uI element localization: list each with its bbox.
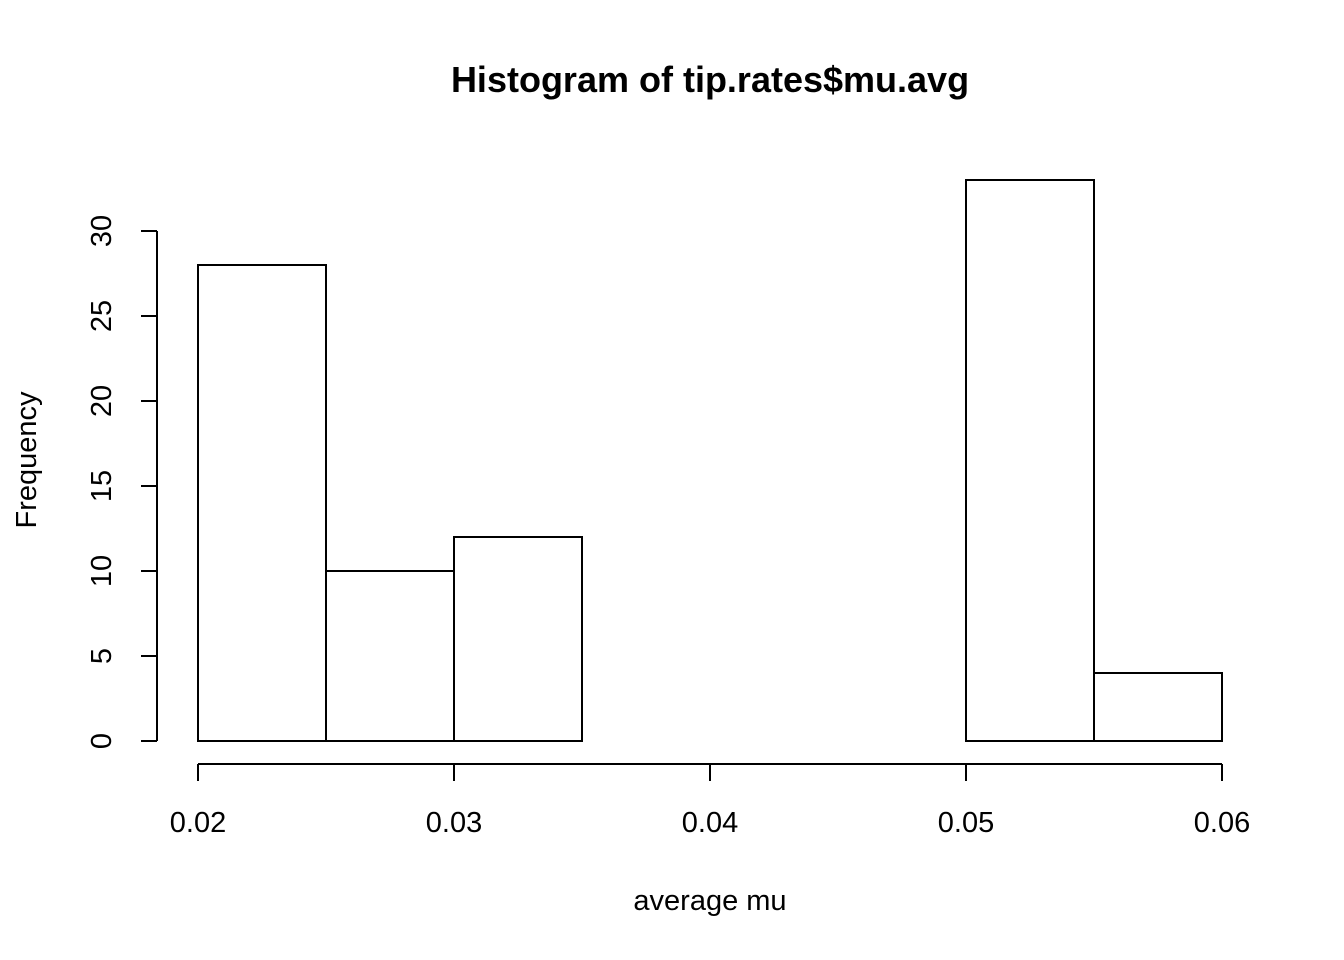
y-tick-label-2: 10: [86, 555, 118, 587]
x-tick-label-4: 0.06: [1194, 807, 1250, 839]
y-axis: 0 5 10 15 20 25 30: [86, 215, 158, 749]
y-tick-label-4: 20: [86, 385, 118, 417]
bar-0: [197, 264, 327, 742]
x-tick-label-0: 0.02: [170, 807, 226, 839]
y-tick-label-0: 0: [86, 733, 118, 749]
x-tick-label-3: 0.05: [938, 807, 994, 839]
chart-title: Histogram of tip.rates$mu.avg: [451, 59, 969, 100]
y-tick-label-3: 15: [86, 470, 118, 502]
bars-group: [197, 179, 1223, 742]
x-tick-label-2: 0.04: [682, 807, 738, 839]
x-tick-label-1: 0.03: [426, 807, 482, 839]
y-tick-label-5: 25: [86, 300, 118, 332]
y-tick-label-6: 30: [86, 215, 118, 247]
x-axis-label: average mu: [633, 885, 786, 917]
bar-7: [1093, 672, 1223, 742]
y-axis-label: Frequency: [11, 391, 43, 529]
bar-6: [965, 179, 1095, 742]
bar-2: [453, 536, 583, 742]
bar-1: [325, 570, 455, 742]
x-axis: 0.02 0.03 0.04 0.05 0.06: [170, 763, 1250, 839]
y-tick-label-1: 5: [86, 648, 118, 664]
